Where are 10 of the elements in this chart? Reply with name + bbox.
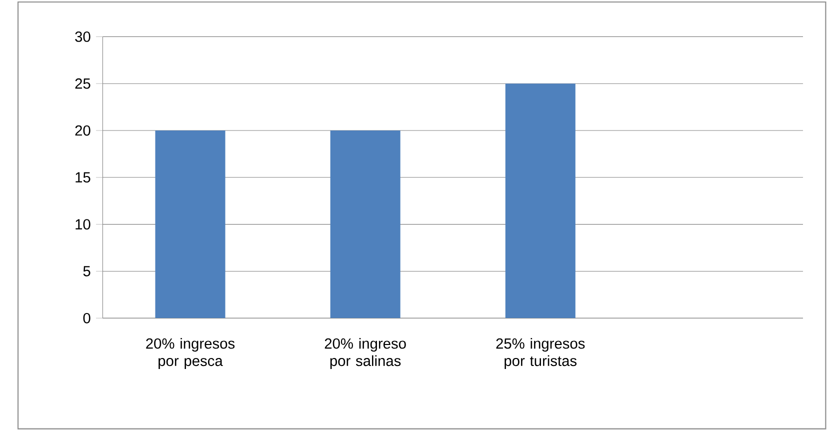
y-tick-label: 0: [83, 312, 90, 324]
y-tick-label: 10: [76, 219, 90, 230]
y-tick-label: 25: [75, 78, 90, 89]
y-tick-label: 5: [83, 266, 90, 276]
x-tick-label: 25% ingresos por turistas: [496, 338, 585, 369]
y-tick-label: 30: [75, 31, 90, 42]
x-tick-label: 20% ingreso por salinas: [324, 338, 406, 369]
y-tick-label: 15: [76, 172, 90, 182]
y-tick-label: 20: [75, 125, 90, 136]
x-tick-label: 20% ingresos por pesca: [146, 338, 235, 369]
